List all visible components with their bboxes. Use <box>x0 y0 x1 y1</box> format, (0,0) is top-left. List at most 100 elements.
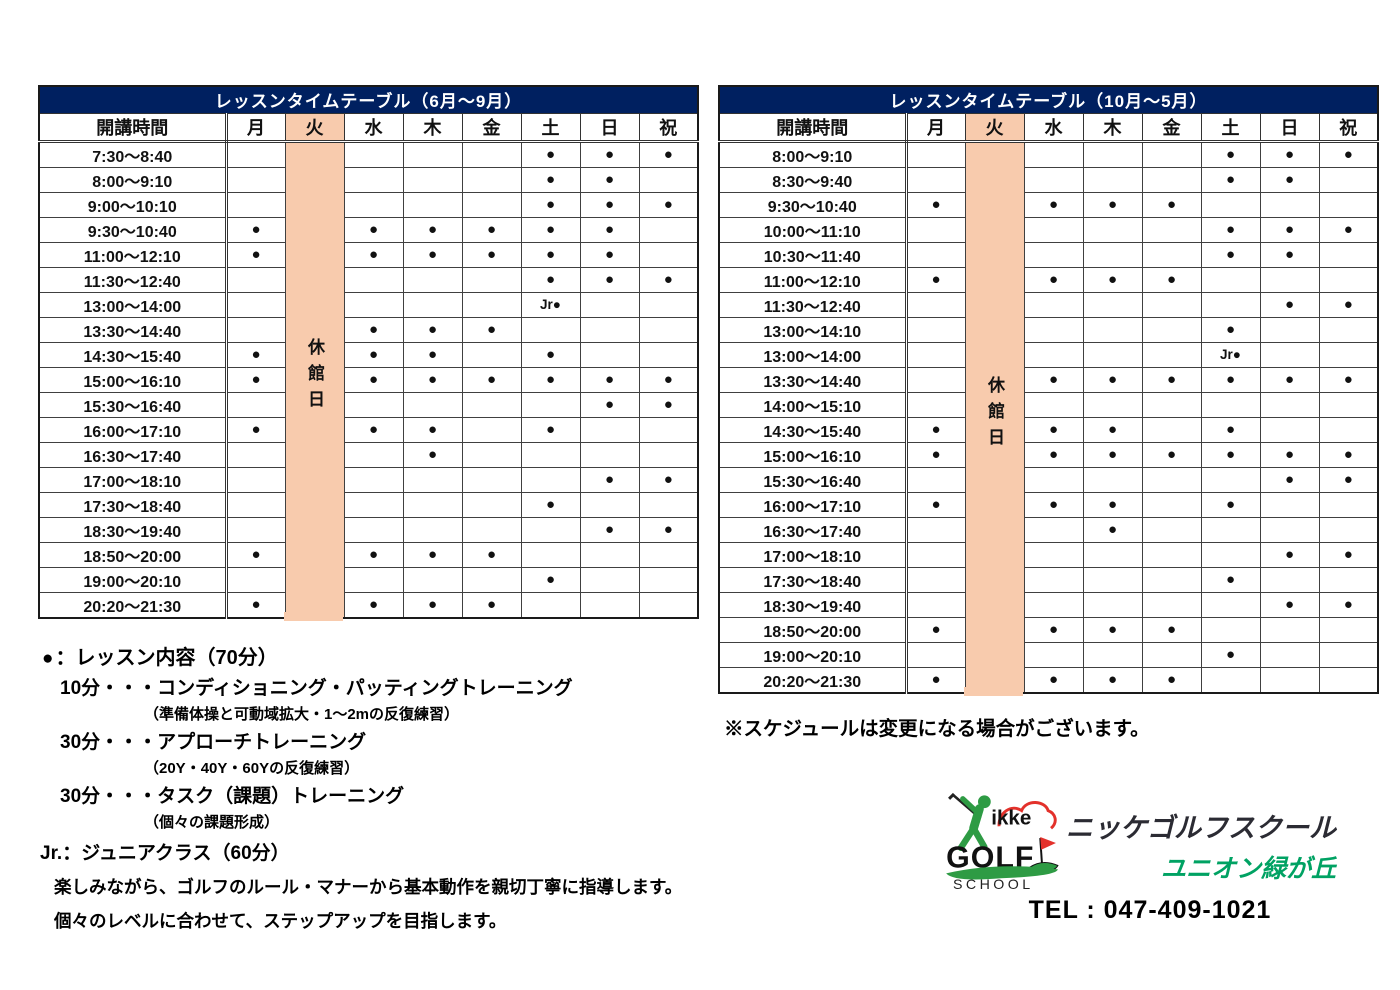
mark-cell <box>1141 216 1202 243</box>
time-slot: 10:30～11:40 <box>718 241 908 268</box>
time-slot: 9:30～10:40 <box>718 191 908 218</box>
mark-cell: ● <box>1200 140 1261 168</box>
mark-cell <box>1023 316 1084 343</box>
legend-item: 10分・・・コンディショニング・パッティングトレーニング <box>60 678 573 699</box>
mark-cell: ● <box>579 366 640 393</box>
mark-cell <box>905 341 966 368</box>
legend-title-text: ：レッスン内容（70分） <box>55 647 278 669</box>
mark-cell <box>1141 391 1202 418</box>
mark-cell <box>579 591 640 618</box>
logo-ikke-text: ikke <box>991 806 1031 829</box>
mark-cell <box>638 241 699 268</box>
mark-cell: ● <box>520 366 581 393</box>
mark-cell <box>520 316 581 343</box>
mark-cell <box>1200 516 1261 543</box>
mark-cell <box>402 266 463 293</box>
mark-cell <box>638 441 699 468</box>
mark-cell <box>1318 416 1379 443</box>
mark-cell <box>461 441 522 468</box>
column-header-day: 月 <box>225 112 286 143</box>
time-slot: 11:00～12:10 <box>718 266 908 293</box>
mark-cell <box>520 441 581 468</box>
mark-cell: ● <box>1023 191 1084 218</box>
column-header-day: 木 <box>402 112 463 143</box>
mark-cell <box>1259 566 1320 593</box>
mark-cell: ● <box>1082 416 1143 443</box>
time-slot: 16:00～17:10 <box>718 491 908 518</box>
mark-cell <box>225 466 286 493</box>
mark-cell: ● <box>225 416 286 443</box>
mark-cell <box>579 441 640 468</box>
mark-cell <box>1141 241 1202 268</box>
mark-cell: ● <box>638 516 699 543</box>
mark-cell <box>1259 191 1320 218</box>
time-slot: 18:50～20:00 <box>38 541 228 568</box>
time-slot: 16:00～17:10 <box>38 416 228 443</box>
mark-cell <box>461 191 522 218</box>
mark-cell <box>1318 516 1379 543</box>
mark-cell: ● <box>1141 616 1202 643</box>
mark-cell <box>1141 416 1202 443</box>
mark-cell: ● <box>1318 441 1379 468</box>
time-slot: 17:00～18:10 <box>718 541 908 568</box>
mark-cell <box>343 166 404 193</box>
column-header-day: 土 <box>1200 112 1261 143</box>
mark-cell: ● <box>579 191 640 218</box>
mark-cell: ● <box>1259 441 1320 468</box>
mark-cell: ● <box>1023 266 1084 293</box>
mark-cell: ● <box>461 366 522 393</box>
ground-swoosh-icon <box>946 866 1058 880</box>
mark-cell: ● <box>1318 466 1379 493</box>
mark-cell: ● <box>1023 666 1084 693</box>
mark-cell <box>520 466 581 493</box>
mark-cell: ● <box>520 416 581 443</box>
mark-cell: ● <box>1082 491 1143 518</box>
mark-cell: ● <box>1141 191 1202 218</box>
mark-cell <box>1082 291 1143 318</box>
mark-cell <box>461 416 522 443</box>
brand-block: ikke GOLF SCHOOL ニッケゴルフスクール ユニオン緑が丘 <box>944 790 1340 890</box>
mark-cell <box>905 316 966 343</box>
mark-cell <box>638 416 699 443</box>
mark-cell <box>638 166 699 193</box>
time-slot: 13:00～14:00 <box>718 341 908 368</box>
mark-cell <box>1318 166 1379 193</box>
time-slot: 13:30～14:40 <box>718 366 908 393</box>
mark-cell: ● <box>520 216 581 243</box>
time-slot: 18:30～19:40 <box>718 591 908 618</box>
mark-cell: ● <box>638 466 699 493</box>
mark-cell <box>1082 216 1143 243</box>
mark-cell: ● <box>461 241 522 268</box>
mark-cell: ● <box>1318 591 1379 618</box>
mark-cell: ● <box>1259 241 1320 268</box>
mark-cell <box>1200 391 1261 418</box>
mark-cell <box>225 291 286 318</box>
mark-cell <box>905 591 966 618</box>
mark-cell: ● <box>402 241 463 268</box>
mark-cell <box>343 266 404 293</box>
mark-cell: ● <box>343 341 404 368</box>
mark-cell: ● <box>1023 616 1084 643</box>
mark-cell: Jr● <box>1200 341 1261 368</box>
mark-cell: ● <box>638 140 699 168</box>
mark-cell: ● <box>1082 666 1143 693</box>
mark-cell: ● <box>520 491 581 518</box>
mark-cell <box>1200 591 1261 618</box>
mark-cell <box>402 516 463 543</box>
mark-cell <box>1082 241 1143 268</box>
mark-cell <box>1023 241 1084 268</box>
closed-column-overflow <box>284 612 343 621</box>
mark-cell <box>1141 140 1202 168</box>
mark-cell: ● <box>343 416 404 443</box>
mark-cell: ● <box>905 441 966 468</box>
mark-cell <box>1141 466 1202 493</box>
mark-cell <box>905 291 966 318</box>
mark-cell: ● <box>520 241 581 268</box>
mark-cell <box>520 516 581 543</box>
mark-cell: ● <box>343 591 404 618</box>
mark-cell: ● <box>1259 216 1320 243</box>
mark-cell <box>1141 591 1202 618</box>
column-header-day: 日 <box>579 112 640 143</box>
mark-cell: ● <box>402 216 463 243</box>
